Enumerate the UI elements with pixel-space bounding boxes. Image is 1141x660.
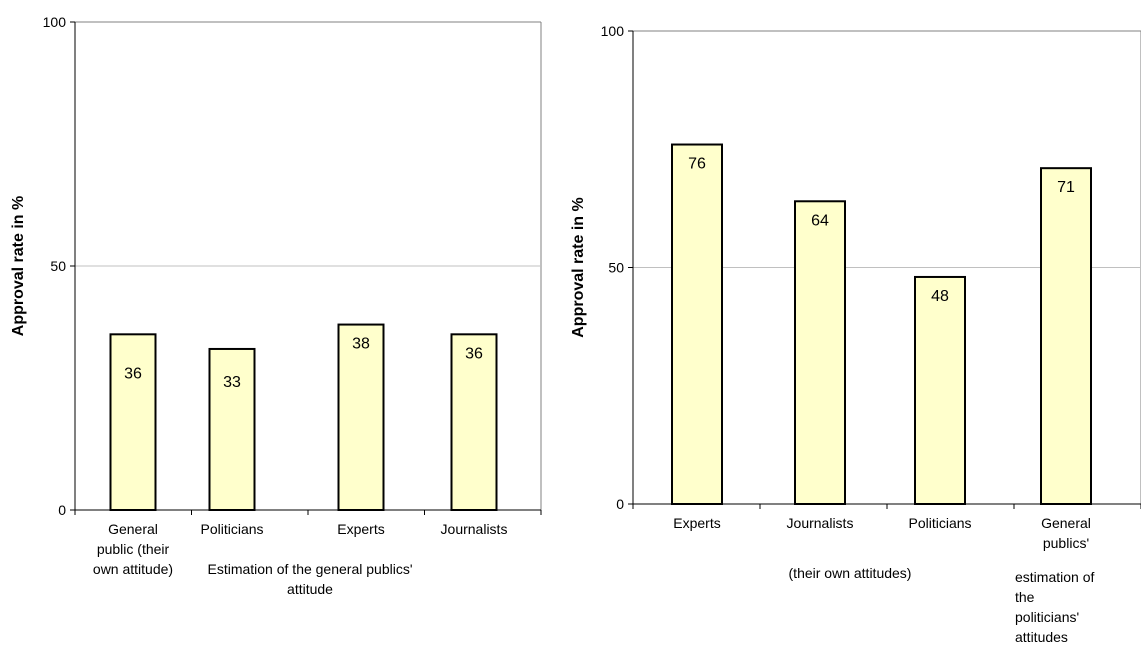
- bar: [671, 143, 723, 506]
- bar: [914, 275, 966, 505]
- x-tick-label: Politicians: [200, 521, 263, 537]
- y-tick-label: 100: [43, 14, 67, 30]
- data-label: 36: [124, 365, 142, 382]
- x-tick-label: General: [1041, 515, 1091, 531]
- axis-note: (their own attitudes): [789, 565, 912, 581]
- axis-note-extra: the: [1015, 589, 1035, 605]
- bar: [109, 333, 157, 511]
- axis-note-extra: estimation of: [1015, 569, 1094, 585]
- data-label: 36: [465, 345, 483, 362]
- bar: [1040, 167, 1092, 505]
- data-label: 76: [688, 156, 706, 173]
- x-tick-label: Journalists: [787, 515, 854, 531]
- y-tick-label: 50: [608, 260, 624, 276]
- chart-2: 0 50 100 Approval rate in % 76 Experts 64 Journ…: [570, 23, 1141, 645]
- data-label: 38: [352, 336, 370, 353]
- axis-note-extra: politicians': [1015, 609, 1079, 625]
- y-axis-label: Approval rate in %: [10, 196, 27, 336]
- axis-note-extra: attitudes: [1015, 629, 1068, 645]
- y-tick-label: 50: [50, 258, 66, 274]
- x-tick-label: public (their: [97, 541, 170, 557]
- axis-note: Estimation of the general publics': [207, 561, 412, 577]
- bar: [450, 333, 498, 511]
- chart-1: 0 50 100 Approval rate in % 36 General public …: [10, 14, 542, 597]
- bar: [794, 200, 846, 505]
- data-label: 64: [811, 212, 829, 229]
- y-axis-label: Approval rate in %: [570, 197, 587, 337]
- bar: [337, 323, 385, 511]
- bar: [208, 347, 256, 511]
- data-label: 48: [931, 288, 949, 305]
- y-tick-label: 100: [601, 23, 625, 39]
- x-tick-label: Experts: [673, 515, 720, 531]
- data-label: 33: [223, 374, 241, 391]
- axis-note: attitude: [287, 581, 333, 597]
- y-tick-label: 0: [616, 496, 624, 512]
- x-tick-label: own attitude): [93, 561, 173, 577]
- x-tick-label: General: [108, 521, 158, 537]
- x-tick-label: Politicians: [908, 515, 971, 531]
- data-label: 71: [1057, 179, 1075, 196]
- x-tick-label: Journalists: [441, 521, 508, 537]
- x-tick-label: publics': [1043, 535, 1089, 551]
- y-tick-label: 0: [58, 502, 66, 518]
- x-tick-label: Experts: [337, 521, 384, 537]
